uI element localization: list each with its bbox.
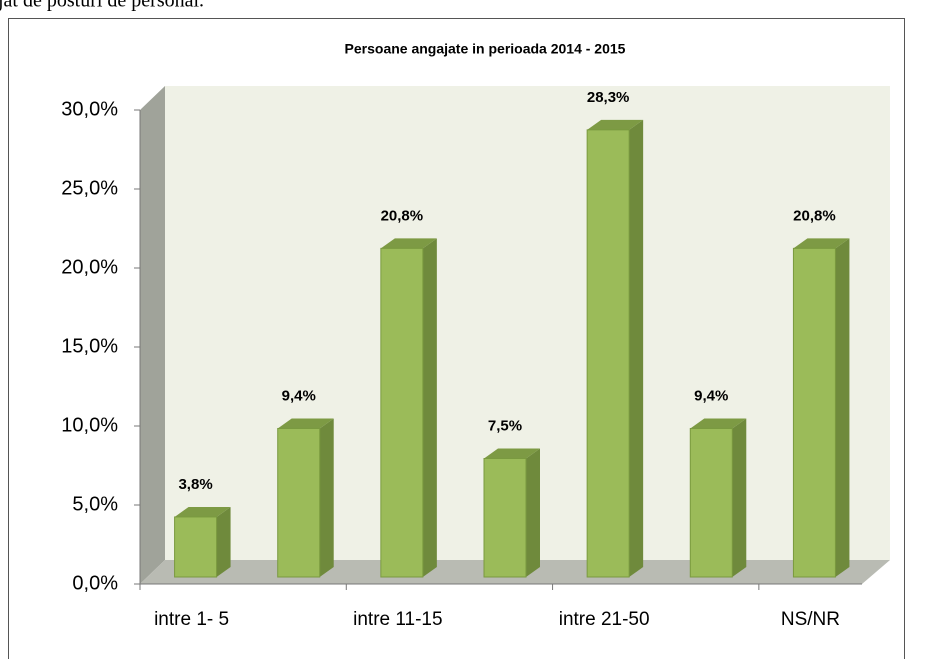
bar-side (216, 506, 231, 577)
bar-side (319, 418, 334, 577)
bar (380, 238, 437, 578)
bar-top (380, 238, 437, 249)
bar-front (174, 516, 218, 578)
data-label: 3,8% (178, 476, 212, 493)
x-tick-label: intre 21-50 (559, 609, 650, 630)
bar-front (380, 247, 424, 578)
x-tick-label: intre 11-15 (353, 609, 442, 630)
bar (586, 119, 644, 578)
y-tick-label: 0,0% (72, 572, 118, 594)
data-label: 9,4% (282, 387, 316, 404)
bar-front (277, 427, 321, 578)
chart-border (8, 18, 905, 659)
bar-front (586, 129, 630, 578)
bar-side (629, 119, 644, 578)
bar (792, 238, 850, 578)
bar-top (174, 506, 231, 517)
bar-side (422, 238, 437, 578)
y-tick-label: 15,0% (61, 335, 118, 357)
bar-side (732, 418, 747, 577)
y-tick-label: 20,0% (61, 256, 118, 278)
chart-title: Persoane angajate in perioada 2014 - 201… (345, 41, 626, 57)
bar-top (793, 238, 850, 249)
bar-top (690, 418, 747, 429)
data-label: 20,8% (793, 207, 836, 224)
bar-front (483, 458, 527, 578)
bar (174, 506, 231, 578)
bar-side (835, 238, 850, 578)
bar (277, 418, 334, 578)
bar-top (587, 119, 644, 130)
bar-top (277, 418, 334, 429)
bar-side (526, 448, 540, 577)
bar-front (689, 427, 733, 578)
bar-top (484, 448, 540, 459)
data-label: 28,3% (587, 89, 630, 106)
bar-front (792, 247, 836, 578)
y-tick-label: 25,0% (61, 177, 118, 199)
x-tick-label: intre 1- 5 (154, 609, 229, 630)
y-tick-label: 5,0% (72, 493, 118, 515)
side-wall (140, 86, 165, 584)
y-tick-label: 10,0% (61, 414, 118, 436)
bar (483, 448, 540, 578)
caption: jat de posturi de personal. (0, 0, 204, 12)
bar (689, 418, 747, 578)
y-tick-label: 30,0% (61, 98, 118, 120)
data-label: 9,4% (694, 387, 728, 404)
x-tick-label: NS/NR (781, 609, 840, 630)
data-label: 20,8% (381, 207, 424, 224)
data-label: 7,5% (488, 417, 522, 434)
